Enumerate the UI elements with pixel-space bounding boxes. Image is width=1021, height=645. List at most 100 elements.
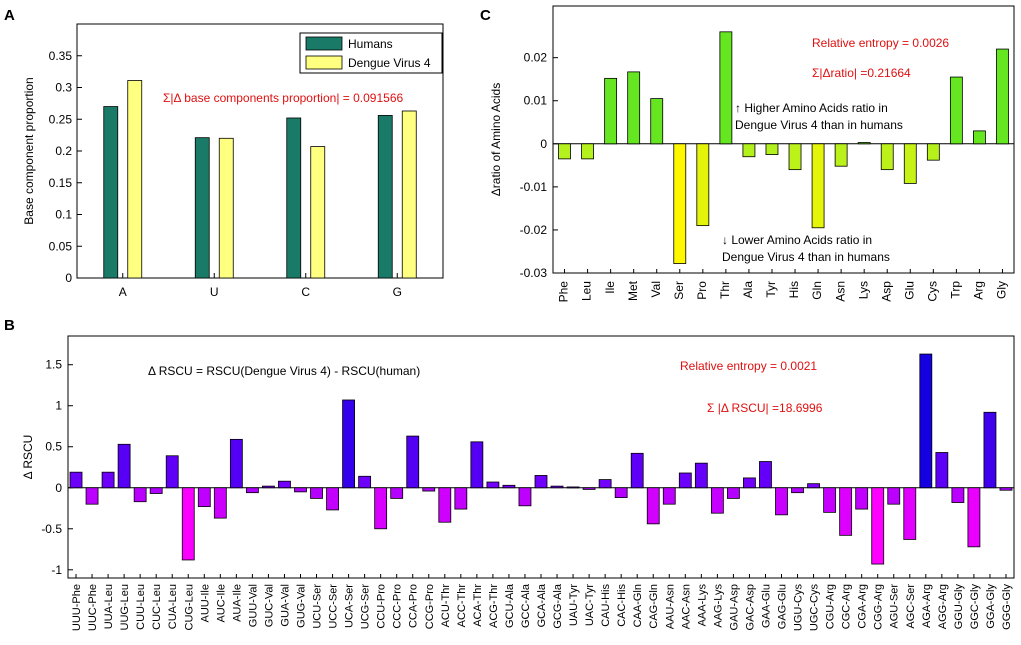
panel-c-bar (719, 31, 733, 145)
panel-b-xtick-label: AUA-Ile (231, 584, 243, 622)
panel-b-bar (486, 481, 500, 489)
panel-b-bar (326, 487, 339, 511)
panel-b-xtick-label: CCG-Pro (424, 584, 436, 629)
panel-b-bar (727, 487, 740, 499)
panel-b-xtick-label: CCC-Pro (392, 584, 404, 629)
panel-b-bar (245, 487, 259, 494)
panel-b-bar (69, 471, 83, 489)
panel-b-bar (887, 487, 901, 505)
panel-c-bar (996, 48, 1009, 145)
panel-c-xtick-label: Ile (603, 281, 617, 294)
panel-b-xtick-label: UUA-Leu (103, 584, 115, 629)
panel-a-ytick-label: 0.35 (49, 49, 73, 63)
panel-b-xtick-label: CGA-Arg (857, 584, 869, 629)
panel-b-bar (967, 487, 981, 548)
panel-b-xtick-label: AGC-Ser (905, 584, 917, 629)
panel-b-xtick-label: GAC-Asp (744, 584, 756, 630)
panel-c-sum: Σ|Δratio| =0.21664 (812, 66, 911, 80)
panel-b-bar (775, 487, 788, 516)
panel-c-bar (973, 130, 986, 145)
panel-b-bar (871, 487, 885, 565)
panel-c-bar (581, 143, 594, 160)
panel-b-bar (181, 487, 195, 561)
panel-b-bar (502, 484, 516, 489)
panel-a-bar-humans (286, 117, 302, 279)
panel-b-bar (85, 487, 99, 505)
panel-c-xtick-label: Leu (580, 281, 594, 301)
panel-b-bar (839, 487, 853, 536)
panel-b-xtick-label: CAU-His (600, 584, 612, 627)
panel-a-legend-swatch (305, 55, 343, 70)
panel-c-xtick-label: Asn (833, 281, 847, 302)
panel-b-xtick-label: UAC-Tyr (584, 584, 596, 627)
panel-a-bar-humans (377, 115, 393, 279)
panel-b-xtick-label: AAA-Lys (696, 584, 708, 627)
panel-b-bar (518, 487, 532, 507)
panel-b-bar (310, 487, 323, 499)
panel-b-sum: Σ |Δ RSCU| =18.6996 (707, 401, 823, 415)
panel-b-xtick-label: CAA-Gln (632, 584, 644, 627)
panel-a-ytick-label: 0.15 (49, 176, 73, 190)
panel-c-xtick-label: Val (649, 281, 663, 297)
panel-a-bar-dengue-virus-4 (401, 110, 417, 279)
panel-b-ylabel: Δ RSCU (21, 435, 35, 480)
panel-b-bar (710, 487, 724, 514)
panel-b-chart: -1 -0.5 0 0.5 1 1.5 Δ RSCU UUU-Phe UUC-Phe UUA-Le… (21, 335, 1015, 632)
panel-c-ylabel: Δratio of Amino Acids (489, 83, 503, 196)
panel-b-bar (566, 486, 580, 489)
panel-c-lower-line1: ↓ Lower Amino Acids ratio in (722, 233, 872, 247)
panel-b-ytick-label: -0.5 (41, 522, 62, 536)
panel-b-xtick-label: CCA-Pro (408, 584, 420, 628)
panel-b-xtick-label: AAG-Lys (712, 584, 724, 628)
panel-b-bar (550, 485, 564, 489)
panel-a-legend-label: Humans (348, 37, 393, 51)
panel-b-xtick-label: ACU-Thr (440, 584, 452, 628)
panel-c-higher-line1: ↑ Higher Amino Acids ratio in (735, 101, 888, 115)
panel-a-xtick-label: U (210, 285, 219, 299)
panel-a-bar-humans (194, 137, 210, 279)
panel-a-legend-label: Dengue Virus 4 (348, 56, 431, 70)
panel-b-bar (534, 475, 548, 489)
panel-b-xtick-label: UUG-Leu (119, 584, 131, 630)
panel-c-ytick-label: -0.03 (520, 266, 548, 280)
panel-b-bar (454, 487, 468, 510)
panel-b-bar (630, 452, 644, 489)
panel-a-ytick-label: 0 (65, 271, 72, 285)
panel-b-xtick-label: GUU-Val (247, 584, 259, 627)
panel-c-xtick-label: Lys (856, 281, 870, 299)
panel-label-b: B (4, 317, 15, 334)
panel-b-xtick-label: AGU-Ser (889, 584, 901, 629)
panel-b-xtick-label: GCA-Ala (536, 583, 548, 627)
panel-b-xtick-label: UCU-Ser (312, 584, 324, 629)
panel-c-xtick-label: Cys (925, 281, 939, 302)
panel-b-xtick-label: UGC-Cys (809, 584, 821, 632)
panel-a-ytick-label: 0.3 (55, 81, 72, 95)
panel-b-formula: Δ RSCU = RSCU(Dengue Virus 4) - RSCU(hum… (148, 364, 420, 378)
panel-b-ytick-label: 0 (55, 481, 62, 495)
panel-c-chart: -0.03 -0.02 -0.01 0 0.01 0.02 Δratio of Amino … (489, 5, 1015, 303)
panel-c-xtick-label: His (787, 281, 801, 298)
panel-a-annotation: Σ|Δ base components proportion| = 0.0915… (163, 91, 403, 105)
panel-c-xtick-label: Arg (972, 281, 986, 300)
panel-a-xtick-label: C (301, 285, 310, 299)
panel-b-ytick-label: 1 (55, 399, 62, 413)
panel-b-xtick-label: UCC-Ser (328, 584, 340, 629)
panel-a-bar-dengue-virus-4 (310, 146, 326, 279)
panel-c-xtick-label: Met (626, 280, 640, 301)
panel-label-c: C (480, 7, 491, 24)
panel-c-xtick-label: Phe (557, 281, 571, 303)
panel-c-xtick-label: Gln (810, 281, 824, 300)
panel-b-xtick-label: ACC-Thr (456, 584, 468, 628)
panel-c-xtick-label: Thr (718, 281, 732, 299)
panel-b-xtick-label: GGC-Gly (969, 584, 981, 630)
panel-c-bar (926, 143, 940, 161)
panel-b-xtick-label: CGG-Arg (873, 584, 885, 630)
panel-b-xtick-label: CCU-Pro (376, 584, 388, 629)
panel-c-plot-frame (552, 5, 1015, 274)
panel-b-bar (342, 399, 355, 489)
panel-b-xtick-label: CUA-Leu (167, 584, 179, 629)
panel-b-bar (855, 487, 869, 510)
panel-c-ytick-label: -0.02 (520, 223, 548, 237)
panel-b-xtick-label: GCG-Ala (552, 583, 564, 629)
